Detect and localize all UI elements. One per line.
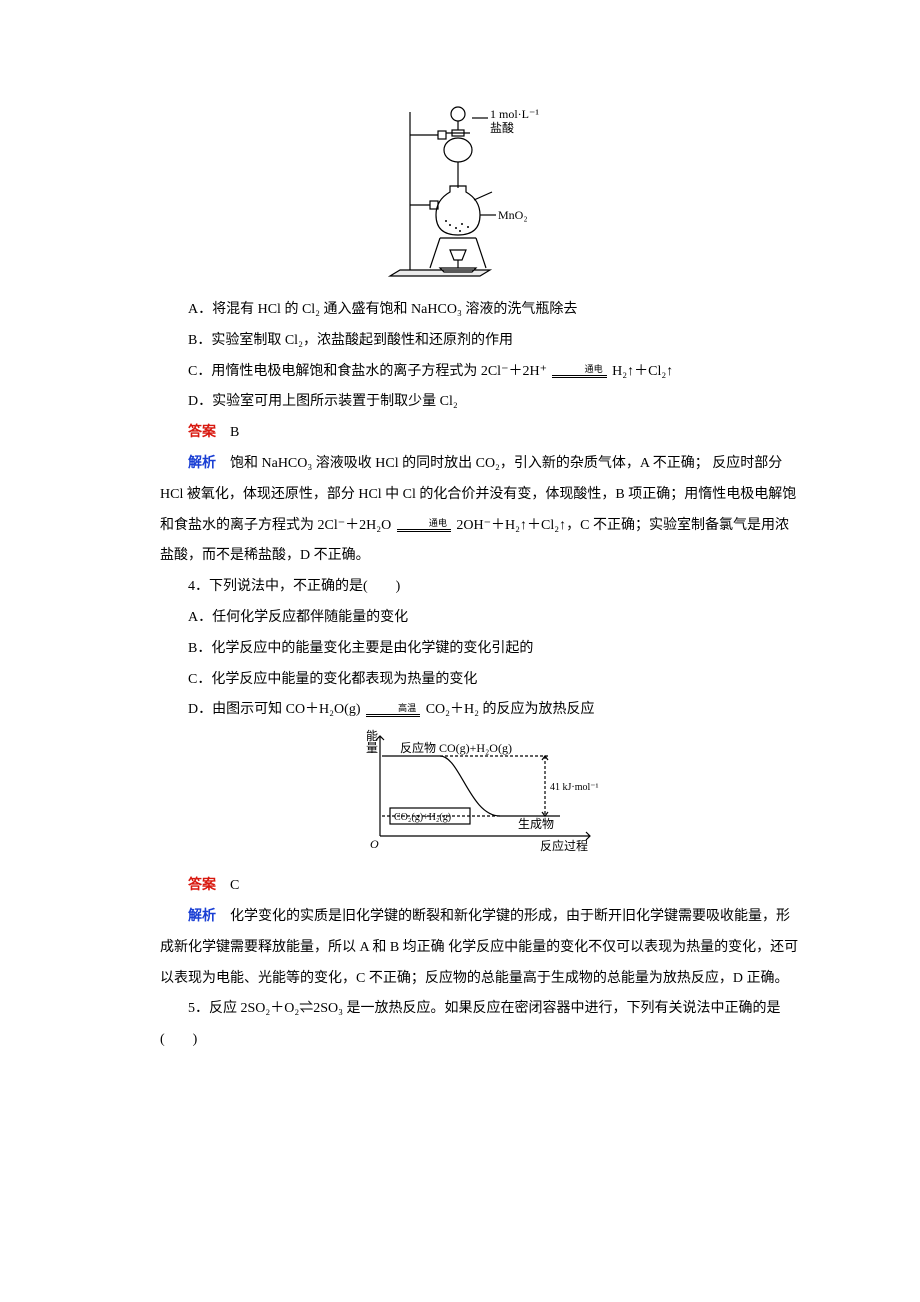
q4-answer-value: C [230,878,239,893]
q3-c-pre: C．用惰性电极电解饱和食盐水的离子方程式为 2Cl⁻＋2H⁺ [188,364,547,379]
q5-stem: 5．反应 2SO₂＋O₂⇌2SO₃ 是一放热反应。如果反应在密闭容器中进行，下列… [160,994,800,1056]
q4-d-pre: D．由图示可知 CO＋H₂O(g) [188,702,360,717]
q4-option-c: C．化学反应中能量的变化都表现为热量的变化 [160,665,800,696]
q3-option-a: A．将混有 HCl 的 Cl₂ 通入盛有饱和 NaHCO₃ 溶液的洗气瓶除去 [160,295,800,326]
answer-label: 答案 [188,425,216,440]
energy-product: CO₂(g)+H₂(g) [394,812,451,823]
q4-analysis-text: 化学变化的实质是旧化学键的断裂和新化学键的形成，由于断开旧化学键需要吸收能量，形… [160,909,798,986]
fig1-label-mno2: MnO₂ [498,208,528,222]
q4-option-b: B．化学反应中的能量变化主要是由化学键的变化引起的 [160,634,800,665]
apparatus-figure: 1 mol·L⁻¹ 盐酸 MnO₂ [160,100,800,280]
analysis-label: 解析 [188,456,216,471]
q3-analysis: 解析 饱和 NaHCO₃ 溶液吸收 HCl 的同时放出 CO₂，引入新的杂质气体… [160,449,800,572]
q3-option-d: D．实验室可用上图所示装置于制取少量 Cl₂ [160,387,800,418]
energy-reactant: 反应物 CO(g)+H₂O(g) [400,740,512,755]
q3-answer: 答案 B [160,418,800,449]
answer-label: 答案 [188,878,216,893]
apparatus-svg: 1 mol·L⁻¹ 盐酸 MnO₂ [380,100,580,280]
energy-product-right: 生成物 [518,817,554,831]
energy-figure: 能 量 反应物 CO(g)+H₂O(g) CO₂(g)+H₂(g) 生成物 41… [160,726,800,856]
q3-c-post: H₂↑＋Cl₂↑ [612,364,673,379]
q4-option-d: D．由图示可知 CO＋H₂O(g) 高温 CO₂＋H₂ 的反应为放热反应 [160,695,800,726]
q4-stem: 4．下列说法中，不正确的是( ) [160,572,800,603]
q3-answer-value: B [230,425,239,440]
fig1-label-acid: 盐酸 [490,120,514,135]
energy-xlabel: 反应过程 [540,838,588,853]
energy-svg: 能 量 反应物 CO(g)+H₂O(g) CO₂(g)+H₂(g) 生成物 41… [350,726,610,856]
q3-option-b: B．实验室制取 Cl₂，浓盐酸起到酸性和还原剂的作用 [160,326,800,357]
fig1-label-conc: 1 mol·L⁻¹ [490,107,539,121]
q4-option-a: A．任何化学反应都伴随能量的变化 [160,603,800,634]
q4-analysis: 解析 化学变化的实质是旧化学键的断裂和新化学键的形成，由于断开旧化学键需要吸收能… [160,902,800,994]
q4-d-post: CO₂＋H₂ 的反应为放热反应 [426,702,595,717]
q4-answer: 答案 C [160,871,800,902]
eq-arrow-icon: 通电 [552,365,606,378]
analysis-label: 解析 [188,909,216,924]
energy-origin: O [370,837,379,851]
energy-ylabel-2: 量 [366,741,378,755]
eq-arrow-icon: 高温 [366,704,420,717]
q3-option-c: C．用惰性电极电解饱和食盐水的离子方程式为 2Cl⁻＋2H⁺ 通电 H₂↑＋Cl… [160,357,800,388]
energy-delta: 41 kJ·mol⁻¹ [550,782,599,793]
eq-arrow-icon: 通电 [397,519,451,532]
document-page: 1 mol·L⁻¹ 盐酸 MnO₂ A．将混有 HCl 的 Cl₂ 通入盛有饱和… [0,0,920,1302]
